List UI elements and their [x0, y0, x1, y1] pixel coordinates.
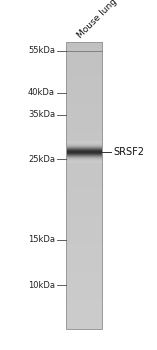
Text: SRSF2: SRSF2 — [113, 147, 144, 157]
Bar — [66, 42, 102, 329]
Text: 25kDa: 25kDa — [28, 155, 55, 164]
Text: 55kDa: 55kDa — [28, 46, 55, 55]
Text: 40kDa: 40kDa — [28, 88, 55, 97]
Text: 35kDa: 35kDa — [28, 110, 55, 119]
Text: 10kDa: 10kDa — [28, 281, 55, 290]
Text: 15kDa: 15kDa — [28, 235, 55, 244]
Text: Mouse lung: Mouse lung — [76, 0, 119, 40]
